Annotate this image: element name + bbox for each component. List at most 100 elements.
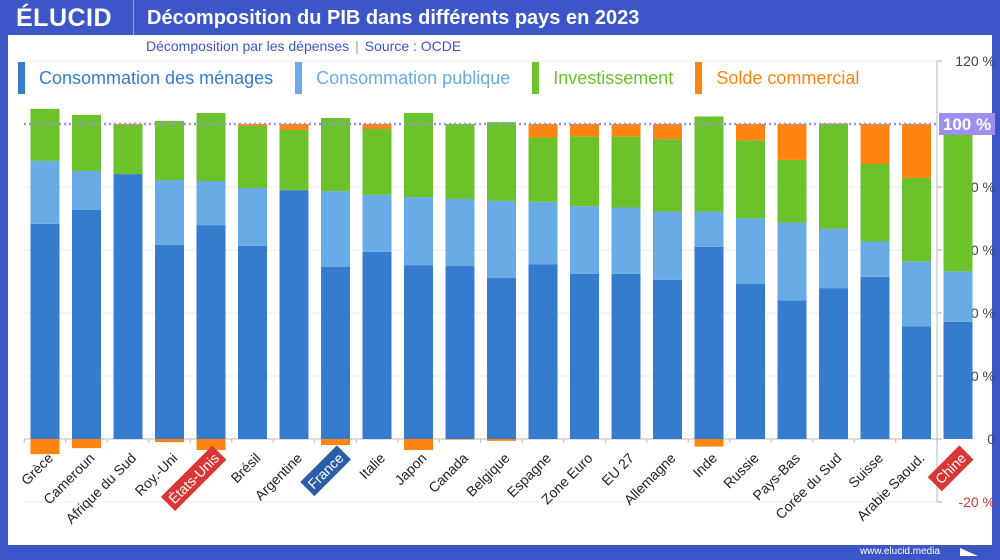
legend-swatch	[18, 62, 25, 94]
bar-household	[404, 265, 433, 439]
bar-investment	[736, 140, 765, 219]
bar-trade	[902, 124, 931, 178]
bar-household	[279, 190, 309, 439]
bar-household	[321, 267, 350, 439]
bar-household	[694, 246, 724, 439]
bar-investment	[113, 124, 143, 175]
legend-item-investment: Investissement	[532, 62, 673, 94]
bar-trade	[196, 439, 226, 451]
bar-public	[404, 197, 433, 266]
bar-trade	[653, 124, 682, 140]
bar-household	[902, 326, 931, 439]
bar-trade	[777, 124, 807, 160]
bar-trade	[72, 439, 101, 449]
x-label-group: EU 27	[598, 450, 637, 489]
bar-public	[445, 198, 475, 267]
bar-public	[30, 160, 60, 224]
bar-investment	[279, 129, 309, 191]
bar-household	[777, 300, 807, 439]
legend-item-public: Consommation publique	[295, 62, 510, 94]
bar-trade	[321, 439, 350, 445]
header-divider	[133, 0, 134, 35]
bar-trade	[445, 439, 475, 440]
x-tick-label: France	[304, 450, 346, 492]
bar-public	[528, 201, 558, 265]
bar-public	[611, 207, 641, 274]
bar-household	[196, 225, 226, 439]
bar-trade	[279, 124, 309, 130]
x-tick-label: Grèce	[18, 450, 56, 488]
x-tick-label: EU 27	[598, 450, 637, 489]
bar-investment	[238, 125, 267, 188]
bar-trade	[611, 124, 641, 137]
subtitle-text: Décomposition par les dépenses	[146, 38, 350, 54]
x-label-group: Inde	[690, 450, 721, 481]
bar-public	[321, 191, 350, 268]
legend-item-trade: Solde commercial	[695, 62, 859, 94]
bar-investment	[777, 159, 807, 223]
bar-investment	[362, 129, 392, 195]
x-label-group: Grèce	[18, 450, 56, 488]
chart-title: Décomposition du PIB dans différents pay…	[147, 7, 640, 29]
bar-public	[819, 228, 848, 289]
legend: Consommation des ménages Consommation pu…	[18, 62, 881, 94]
bar-investment	[528, 137, 558, 202]
elucid-flag-icon	[960, 548, 978, 556]
legend-label: Consommation des ménages	[39, 67, 274, 88]
bar-trade	[30, 439, 60, 455]
bar-trade	[819, 123, 848, 124]
bar-public	[860, 241, 890, 277]
bar-household	[736, 284, 765, 439]
separator: |	[355, 38, 359, 54]
bar-public	[196, 181, 226, 226]
bar-household	[155, 244, 184, 439]
y-tick-label: 0	[987, 431, 995, 447]
bar-trade	[736, 124, 765, 141]
x-label-group: Brésil	[228, 450, 264, 486]
bar-investment	[694, 116, 724, 212]
bar-public	[72, 170, 101, 210]
y-tick-label: -20 %	[958, 494, 995, 510]
x-label-highlight	[927, 445, 974, 492]
x-tick-label: Belgique	[463, 450, 513, 500]
bar-household	[819, 288, 848, 439]
bar-investment	[611, 136, 641, 208]
x-label-group: Belgique	[463, 450, 513, 500]
bar-household	[611, 273, 641, 439]
bar-trade	[570, 124, 599, 137]
bar-investment	[404, 112, 433, 198]
bar-investment	[570, 136, 599, 207]
x-label-group: Chine	[927, 445, 974, 492]
x-tick-label: Italie	[356, 450, 388, 482]
bar-investment	[819, 124, 848, 229]
bar-household	[445, 266, 475, 439]
bar-public	[570, 206, 599, 274]
bar-investment	[860, 164, 890, 242]
bar-investment	[487, 122, 516, 201]
bar-investment	[943, 134, 973, 272]
bar-household	[72, 209, 101, 439]
legend-swatch	[695, 62, 703, 94]
bar-trade	[694, 439, 724, 447]
reference-line-label: 100 %	[943, 115, 991, 134]
bar-household	[653, 279, 682, 439]
bar-household	[113, 174, 143, 439]
bar-public	[694, 211, 724, 247]
bar-trade	[238, 124, 267, 126]
legend-label: Solde commercial	[716, 67, 860, 88]
bar-public	[238, 187, 267, 246]
bar-household	[860, 276, 890, 439]
subtitle: Décomposition par les dépenses | Source : …	[146, 38, 461, 54]
x-label-group: Italie	[356, 450, 388, 482]
x-label-group: Japon	[391, 450, 429, 488]
bar-public	[487, 200, 516, 279]
x-label-highlight	[300, 445, 352, 497]
bar-household	[30, 223, 60, 439]
footer-url[interactable]: www.elucid.media	[859, 546, 940, 557]
legend-swatch	[295, 62, 303, 94]
bar-public	[943, 271, 973, 322]
legend-item-household: Consommation des ménages	[18, 62, 273, 94]
bar-trade	[860, 124, 890, 165]
x-label-highlight	[160, 445, 227, 512]
bar-trade	[528, 124, 558, 138]
